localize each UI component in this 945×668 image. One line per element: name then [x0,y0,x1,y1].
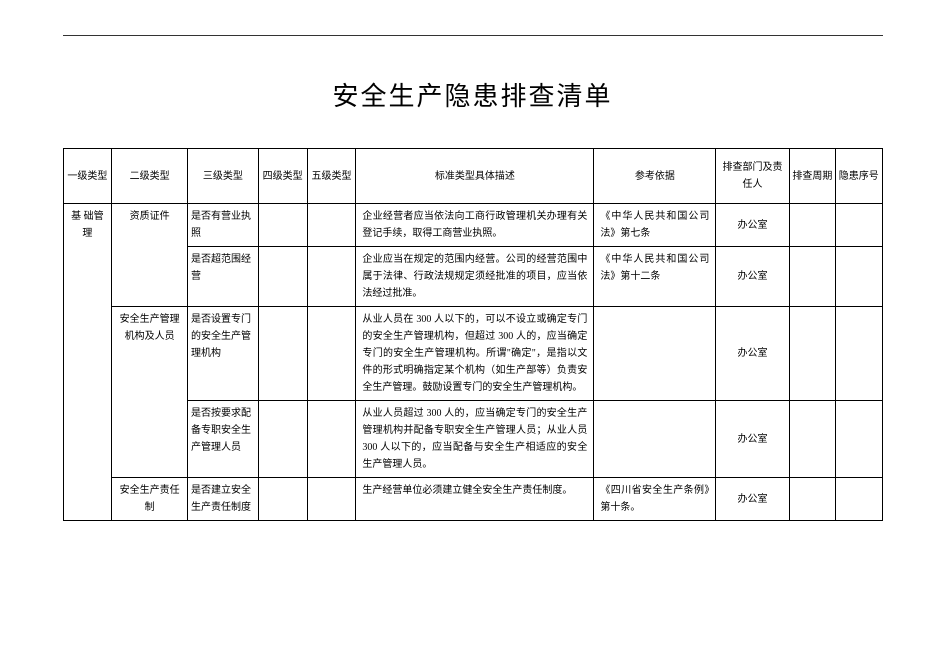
checklist-table: 一级类型 二级类型 三级类型 四级类型 五级类型 标准类型具体描述 参考依据 排… [63,148,883,521]
cell-cycle [789,247,835,307]
header-row: 一级类型 二级类型 三级类型 四级类型 五级类型 标准类型具体描述 参考依据 排… [63,149,882,204]
table-container: 一级类型 二级类型 三级类型 四级类型 五级类型 标准类型具体描述 参考依据 排… [63,148,883,521]
cell-ref: 《中华人民共和国公司法》第十二条 [594,247,716,307]
cell-lvl2: 资质证件 [112,204,188,307]
cell-seq [836,204,882,247]
cell-desc: 企业应当在规定的范围内经营。公司的经营范围中属于法律、行政法规规定须经批准的项目… [356,247,594,307]
cell-lvl5 [307,401,356,478]
cell-lvl2: 安全生产责任制 [112,478,188,521]
header-lvl3: 三级类型 [187,149,258,204]
document-title: 安全生产隐患排查清单 [0,76,945,113]
header-dept: 排查部门及责任人 [716,149,789,204]
cell-lvl3: 是否超范围经营 [187,247,258,307]
cell-seq [836,401,882,478]
cell-lvl4 [258,307,307,401]
cell-ref [594,307,716,401]
header-lvl1: 一级类型 [63,149,112,204]
cell-desc: 从业人员在 300 人以下的，可以不设立或确定专门的安全生产管理机构，但超过 3… [356,307,594,401]
cell-dept: 办公室 [716,401,789,478]
cell-dept: 办公室 [716,478,789,521]
cell-desc: 生产经营单位必须建立健全安全生产责任制度。 [356,478,594,521]
top-divider [63,35,883,36]
cell-lvl3: 是否建立安全生产责任制度 [187,478,258,521]
header-lvl4: 四级类型 [258,149,307,204]
cell-seq [836,247,882,307]
header-lvl2: 二级类型 [112,149,188,204]
header-ref: 参考依据 [594,149,716,204]
cell-lvl5 [307,204,356,247]
cell-seq [836,307,882,401]
cell-lvl3: 是否有营业执照 [187,204,258,247]
cell-lvl5 [307,478,356,521]
cell-cycle [789,478,835,521]
header-cycle: 排查周期 [789,149,835,204]
header-lvl5: 五级类型 [307,149,356,204]
table-row: 安全生产管理机构及人员 是否设置专门的安全生产管理机构 从业人员在 300 人以… [63,307,882,401]
cell-ref: 《四川省安全生产条例》第十条。 [594,478,716,521]
table-row: 安全生产责任制 是否建立安全生产责任制度 生产经营单位必须建立健全安全生产责任制… [63,478,882,521]
cell-lvl4 [258,401,307,478]
header-desc: 标准类型具体描述 [356,149,594,204]
cell-lvl3: 是否设置专门的安全生产管理机构 [187,307,258,401]
cell-ref [594,401,716,478]
cell-lvl2: 安全生产管理机构及人员 [112,307,188,478]
cell-dept: 办公室 [716,247,789,307]
header-seq: 隐患序号 [836,149,882,204]
cell-lvl3: 是否按要求配备专职安全生产管理人员 [187,401,258,478]
cell-lvl4 [258,247,307,307]
cell-ref: 《中华人民共和国公司法》第七条 [594,204,716,247]
cell-cycle [789,204,835,247]
cell-dept: 办公室 [716,307,789,401]
cell-desc: 企业经营者应当依法向工商行政管理机关办理有关登记手续，取得工商营业执照。 [356,204,594,247]
cell-cycle [789,401,835,478]
cell-seq [836,478,882,521]
cell-lvl5 [307,247,356,307]
cell-cycle [789,307,835,401]
table-row: 基 础管理 资质证件 是否有营业执照 企业经营者应当依法向工商行政管理机关办理有… [63,204,882,247]
cell-dept: 办公室 [716,204,789,247]
cell-lvl4 [258,204,307,247]
cell-lvl5 [307,307,356,401]
cell-lvl4 [258,478,307,521]
cell-desc: 从业人员超过 300 人的，应当确定专门的安全生产管理机构并配备专职安全生产管理… [356,401,594,478]
cell-lvl1: 基 础管理 [63,204,112,521]
